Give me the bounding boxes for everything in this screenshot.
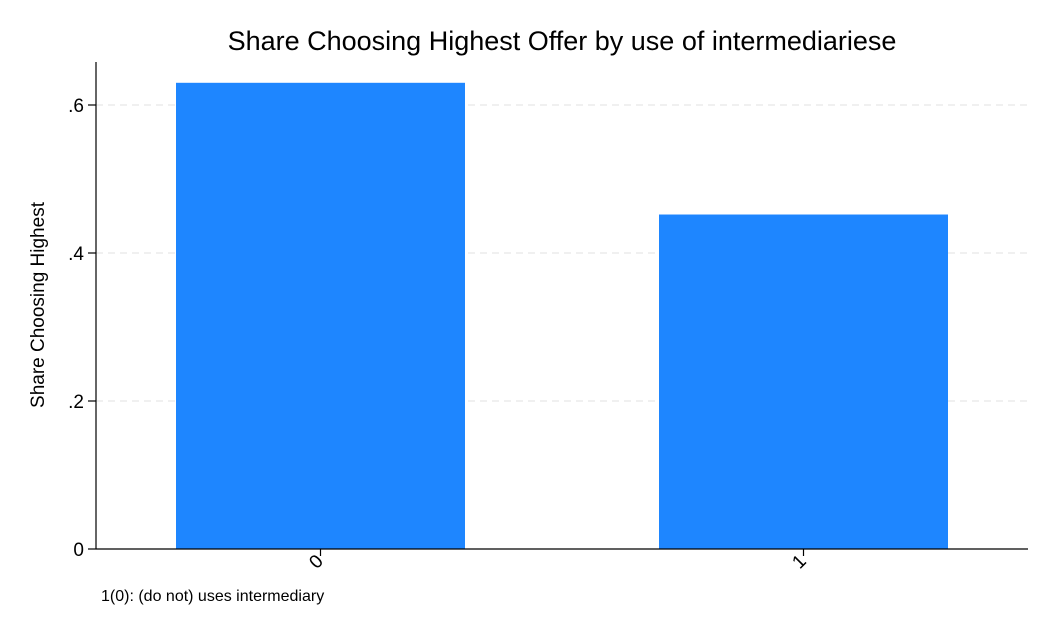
chart-title: Share Choosing Highest Offer by use of i… xyxy=(228,26,897,56)
chart-note: 1(0): (do not) uses intermediary xyxy=(101,588,324,605)
y-tick-label: .6 xyxy=(68,96,84,117)
y-tick-label: .2 xyxy=(68,392,84,413)
axes: 0 1 0 .2 .4 .6 xyxy=(68,62,1028,573)
x-tick-label: 1 xyxy=(788,551,810,573)
y-axis-label: Share Choosing Highest xyxy=(28,201,49,408)
x-tick-label: 0 xyxy=(305,551,327,573)
bar-1 xyxy=(659,214,948,549)
y-tick-label: 0 xyxy=(73,540,84,561)
y-tick-label: .4 xyxy=(68,244,84,265)
bars xyxy=(176,82,948,550)
bar-0 xyxy=(176,82,465,550)
